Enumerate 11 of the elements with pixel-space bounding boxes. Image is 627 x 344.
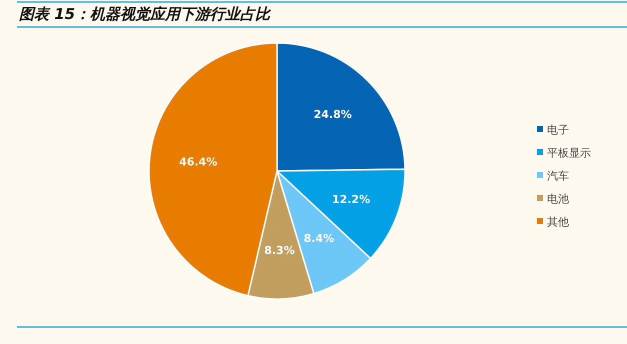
data-label: 8.4% (304, 232, 334, 245)
data-label: 8.3% (264, 244, 295, 257)
legend-label: 汽车 (547, 170, 569, 182)
data-label: 46.4% (179, 155, 218, 168)
legend-label: 平板显示 (547, 146, 591, 160)
data-label: 24.8% (314, 108, 352, 121)
legend-label: 电池 (547, 192, 569, 206)
legend-label: 电子 (547, 124, 569, 136)
data-label: 12.2% (332, 193, 370, 206)
legend-label: 其他 (547, 216, 569, 228)
chart-title: 图表 15：机器视觉应用下游行业占比 (19, 5, 272, 23)
